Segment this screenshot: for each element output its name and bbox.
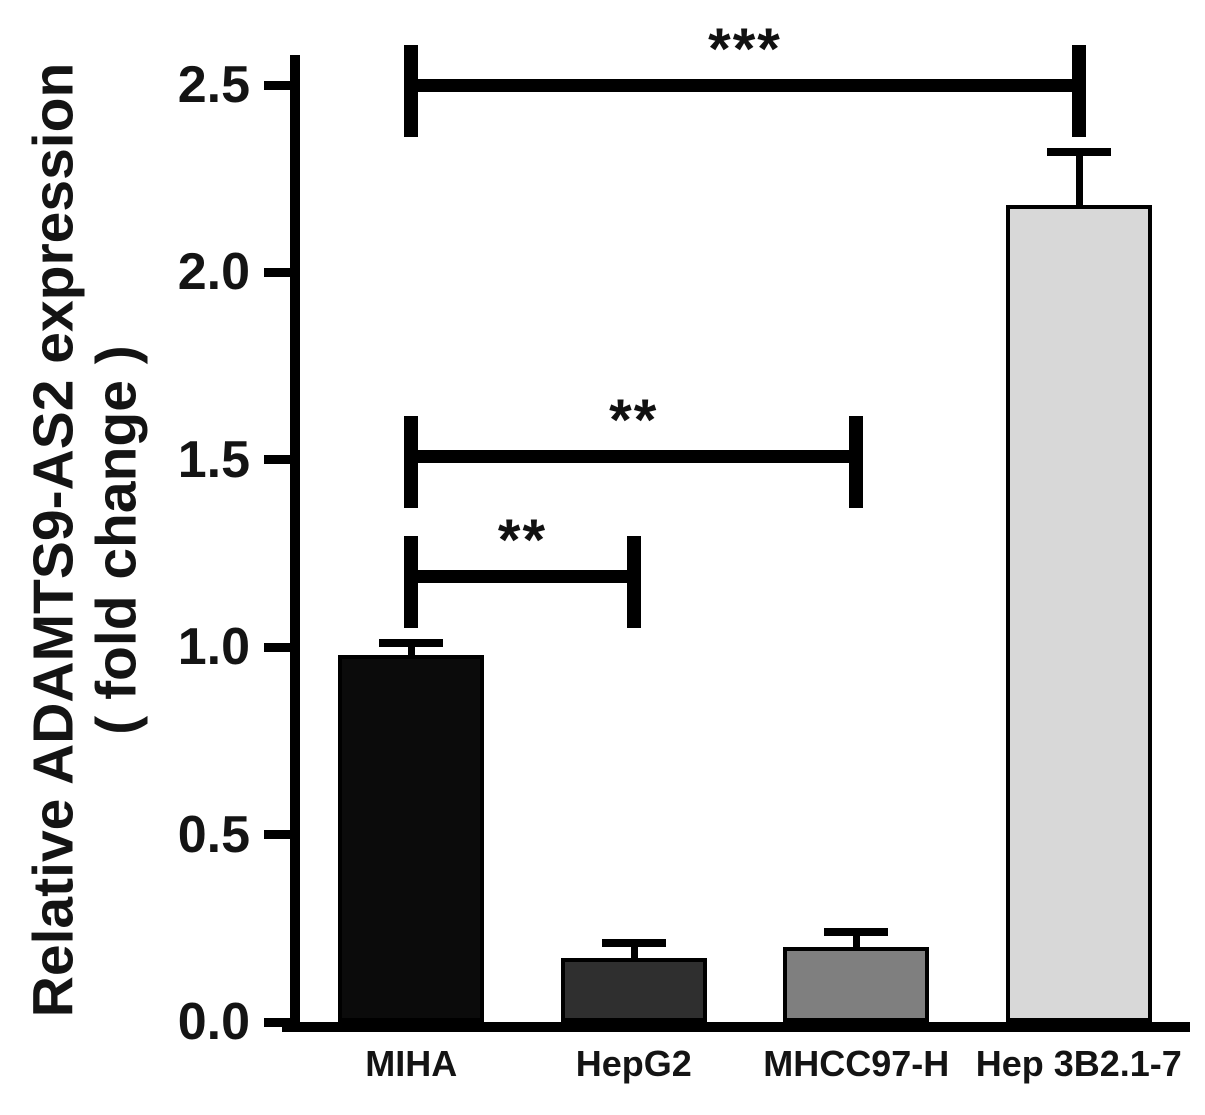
significance-stars: *** <box>708 17 782 82</box>
y-tick <box>264 455 290 465</box>
sig-bracket-cap-left <box>404 535 419 628</box>
error-bar-cap <box>824 928 889 937</box>
y-tick-label: 0.5 <box>177 805 250 864</box>
x-tick-label: MIHA <box>365 1043 458 1084</box>
y-tick <box>264 1017 290 1027</box>
y-axis-title-line1: Relative ADAMTS9-AS2 expression <box>21 62 86 1018</box>
sig-bracket-cap-right <box>1071 45 1086 137</box>
y-tick <box>264 830 290 840</box>
error-bar-cap <box>1046 148 1111 157</box>
sig-bracket-cap-left <box>404 45 419 137</box>
y-tick <box>264 642 290 652</box>
y-tick-label: 2.5 <box>177 56 250 114</box>
sig-bracket-line <box>404 450 864 464</box>
y-tick-label: 1.0 <box>177 618 250 677</box>
x-tick-label: HepG2 <box>575 1043 692 1084</box>
x-tick-label: Hep 3B2.1-7 <box>975 1043 1182 1084</box>
x-tick-label: MHCC97-H <box>763 1043 950 1084</box>
significance-stars: ** <box>497 507 548 573</box>
x-axis-line <box>282 1022 1190 1032</box>
bar-MIHA <box>338 654 485 1022</box>
error-bar-cap <box>379 639 444 648</box>
sig-bracket-line <box>404 79 1086 92</box>
y-tick <box>264 80 290 90</box>
sig-bracket-cap-right <box>849 416 864 509</box>
y-tick <box>264 267 290 277</box>
bar-MHCC97-H <box>783 947 930 1022</box>
error-bar-stem <box>1075 152 1083 205</box>
sig-bracket-cap-right <box>626 535 641 628</box>
error-bar-stem <box>853 932 861 948</box>
error-bar-stem <box>630 943 638 959</box>
y-tick-label: 2.0 <box>177 243 250 302</box>
bar-Hep 3B2.1-7 <box>1005 204 1152 1022</box>
y-tick-label: 0.0 <box>177 993 250 1051</box>
y-axis-line <box>290 55 300 1032</box>
significance-stars: ** <box>609 388 659 454</box>
sig-bracket-cap-left <box>404 416 419 509</box>
y-axis-title-line2: ( fold change ) <box>84 345 148 735</box>
y-axis-title: Relative ADAMTS9-AS2 expression ( fold c… <box>21 62 148 1018</box>
error-bar-cap <box>601 939 666 948</box>
bar-HepG2 <box>560 958 707 1022</box>
sig-bracket-line <box>404 569 641 583</box>
error-bar-stem <box>408 643 416 655</box>
y-tick-label: 1.5 <box>177 430 250 489</box>
